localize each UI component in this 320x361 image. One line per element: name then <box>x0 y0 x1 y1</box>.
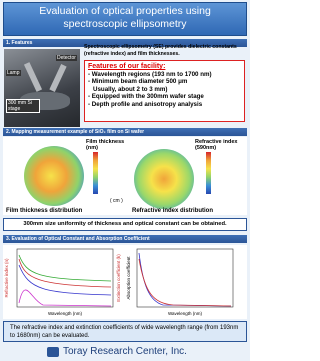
map-label: Refractive index (590nm) <box>195 139 238 151</box>
conclusion-box: The refractive index and extinction coef… <box>3 321 247 342</box>
axis-unit: ( cm ) <box>110 198 123 204</box>
photo-label: 300 mm Si stage <box>6 99 40 113</box>
plot-frame <box>136 248 234 308</box>
facility-item: - Minimum beam diameter 500 μm <box>88 78 188 86</box>
axis-title: Absorption coefficient <box>126 256 131 300</box>
plot-frame <box>16 248 114 308</box>
facility-box: Features of our facility: - Wavelength r… <box>84 60 245 122</box>
curve <box>18 289 112 307</box>
section-heading: 1. Features <box>3 39 247 47</box>
colorbar <box>93 152 98 194</box>
facility-item: Usually, about 2 to 3 mm) <box>93 85 168 93</box>
curve <box>138 252 232 307</box>
equipment-photo <box>4 49 80 127</box>
axis-title: Refractive index (n) <box>4 258 9 298</box>
facility-title: Features of our facility: <box>88 63 166 70</box>
axis-title: Wavelength (nm) <box>168 311 203 316</box>
facility-item: - Depth profile and anisotropy analysis <box>88 100 203 108</box>
title: Evaluation of optical properties using s… <box>39 5 211 30</box>
curve <box>18 254 112 282</box>
photo-label: Lamp <box>6 70 21 76</box>
section-heading: 3. Evaluation of Optical Constant and Ab… <box>3 235 247 243</box>
axis-title: Wavelength (nm) <box>48 311 83 316</box>
map-caption: Refractive index distribution <box>132 208 214 214</box>
conclusion-box: 300mm size uniformity of thickness and o… <box>3 218 247 231</box>
company-name: Toray Research Center, Inc. <box>63 346 187 357</box>
curve <box>138 258 232 307</box>
axis-title: Extinction coefficient (k) <box>116 254 121 302</box>
facility-item: - Wavelength regions (193 nm to 1700 nm) <box>88 70 212 78</box>
chart-panel <box>3 245 247 319</box>
curve <box>18 264 112 296</box>
wafer-map <box>134 149 194 209</box>
photo-label: Detector <box>56 55 77 61</box>
title-box <box>3 2 247 36</box>
facility-item: - Equipped with the 300mm wafer stage <box>88 93 204 101</box>
curve <box>18 258 112 288</box>
logo <box>47 347 59 357</box>
map-caption: Film thickness distribution <box>6 208 83 214</box>
wafer-map <box>24 146 84 206</box>
poster: Evaluation of optical properties using s… <box>0 0 250 361</box>
map-label: Film thickness (nm) <box>86 139 125 151</box>
colorbar <box>206 152 211 194</box>
charts: Refractive index (n) Extinction coeffici… <box>3 245 247 319</box>
intro-text: Spectroscopic ellipsometry (SE) provides… <box>84 44 237 57</box>
section-heading: 2. Mapping measurement example of SiO₂ f… <box>3 128 247 136</box>
